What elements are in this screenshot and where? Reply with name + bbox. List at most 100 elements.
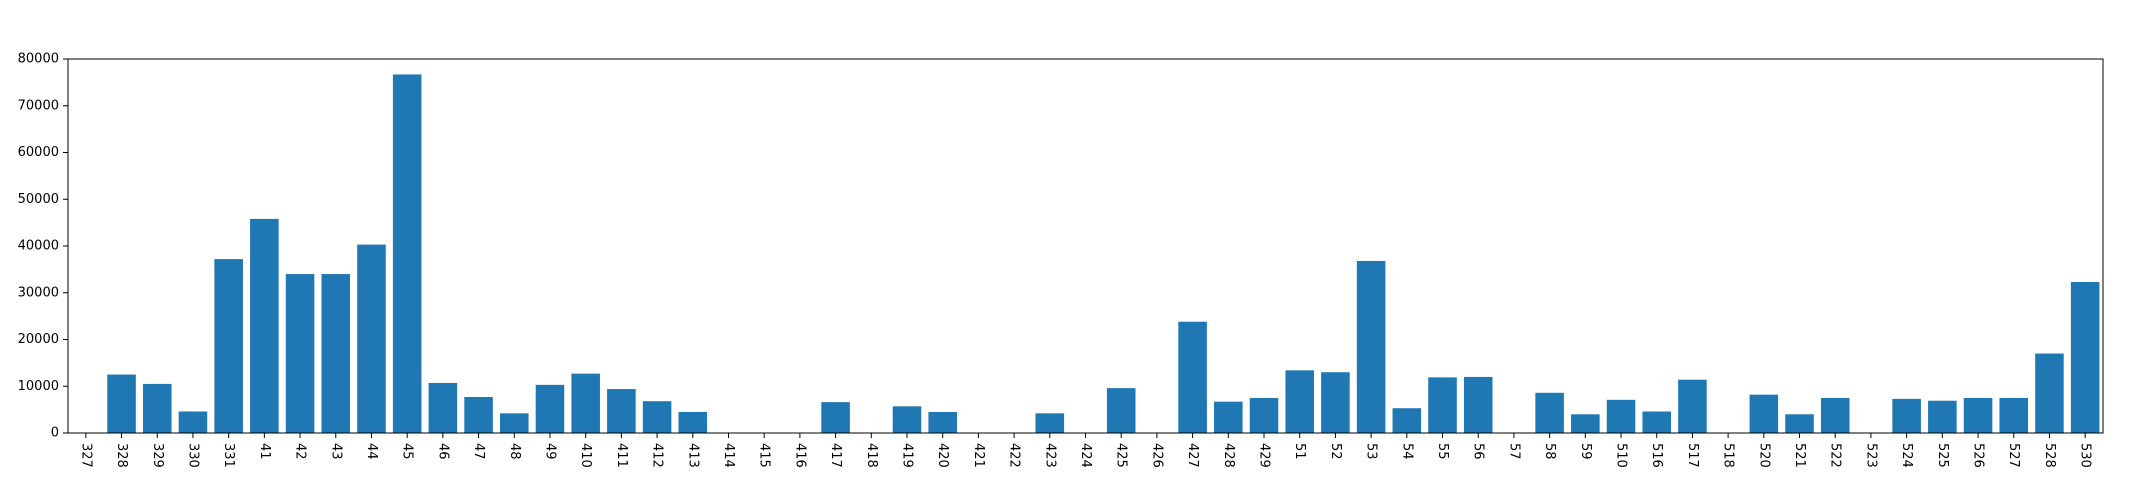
x-tick-label: 52 bbox=[1328, 443, 1343, 460]
y-tick-label: 50000 bbox=[18, 192, 59, 207]
x-tick-label: 518 bbox=[1721, 443, 1736, 468]
bar-51 bbox=[1285, 370, 1314, 433]
x-tick-label: 523 bbox=[1863, 443, 1878, 468]
bar-45 bbox=[392, 74, 422, 434]
x-tick-label: 426 bbox=[1149, 443, 1164, 468]
bar-41 bbox=[250, 218, 279, 433]
bar-516 bbox=[1642, 411, 1672, 433]
bar-53 bbox=[1356, 260, 1386, 433]
bar-54 bbox=[1392, 408, 1422, 433]
y-tick-label: 0 bbox=[51, 426, 59, 441]
bar-524 bbox=[1892, 398, 1921, 433]
x-tick-label: 528 bbox=[2042, 443, 2057, 468]
x-tick-label: 331 bbox=[221, 443, 236, 468]
bar-428 bbox=[1214, 401, 1243, 433]
x-tick-label: 413 bbox=[685, 443, 700, 468]
bar-58 bbox=[1535, 392, 1564, 433]
bar-413 bbox=[678, 411, 708, 433]
bar-417 bbox=[821, 402, 850, 433]
x-tick-label: 43 bbox=[328, 443, 343, 460]
bar-412 bbox=[642, 401, 672, 433]
x-tick-label: 58 bbox=[1542, 443, 1557, 460]
x-tick-label: 428 bbox=[1221, 443, 1236, 468]
x-tick-label: 51 bbox=[1292, 443, 1307, 460]
bar-331 bbox=[214, 259, 243, 433]
x-tick-label: 422 bbox=[1007, 443, 1022, 468]
x-tick-label: 526 bbox=[1971, 443, 1986, 468]
y-tick-label: 40000 bbox=[18, 239, 59, 254]
bar-48 bbox=[499, 413, 529, 433]
y-tick-label: 10000 bbox=[18, 379, 59, 394]
x-tick-label: 55 bbox=[1435, 443, 1450, 460]
bar-526 bbox=[1963, 397, 1993, 433]
x-tick-label: 521 bbox=[1792, 443, 1807, 468]
x-tick-label: 417 bbox=[828, 443, 843, 468]
x-tick-label: 421 bbox=[971, 443, 986, 468]
y-tick-label: 60000 bbox=[18, 145, 59, 160]
bar-528 bbox=[2035, 353, 2064, 433]
y-tick-label: 30000 bbox=[18, 285, 59, 300]
bar-59 bbox=[1571, 414, 1600, 433]
x-tick-label: 425 bbox=[1114, 443, 1129, 468]
x-tick-label: 411 bbox=[614, 443, 629, 468]
bar-410 bbox=[571, 373, 600, 433]
y-axis: 0 10000 20000 30000 40000 50000 60000 70000 8000… bbox=[18, 52, 68, 441]
y-tick-label: 70000 bbox=[18, 98, 59, 113]
bar-425 bbox=[1106, 388, 1136, 433]
bar-46 bbox=[428, 382, 458, 433]
bar-527 bbox=[1999, 397, 2029, 433]
x-tick-label: 410 bbox=[578, 443, 593, 468]
bar-47 bbox=[464, 397, 493, 433]
x-tick-label: 525 bbox=[1935, 443, 1950, 468]
bar-521 bbox=[1785, 414, 1814, 433]
x-tick-label: 517 bbox=[1685, 443, 1700, 468]
x-tick-label: 327 bbox=[78, 443, 93, 468]
x-tick-label: 527 bbox=[2006, 443, 2021, 468]
bar-329 bbox=[142, 383, 172, 433]
y-tick-label: 80000 bbox=[18, 52, 59, 67]
x-tick-label: 412 bbox=[650, 443, 665, 468]
x-tick-label: 510 bbox=[1614, 443, 1629, 468]
x-tick-label: 414 bbox=[721, 443, 736, 468]
x-tick-label: 329 bbox=[150, 443, 165, 468]
x-tick-label: 45 bbox=[400, 443, 415, 460]
x-tick-label: 59 bbox=[1578, 443, 1593, 460]
x-axis: 327 328 329 330 331 41 42 43 44 45 46 47 48 49 410 411 4… bbox=[78, 433, 2093, 468]
x-tick-label: 427 bbox=[1185, 443, 1200, 468]
bar-330 bbox=[178, 411, 208, 433]
x-tick-label: 53 bbox=[1364, 443, 1379, 460]
bar-525 bbox=[1928, 400, 1957, 433]
x-tick-label: 415 bbox=[757, 443, 772, 468]
bar-328 bbox=[107, 374, 136, 433]
bar-510 bbox=[1606, 399, 1636, 433]
x-tick-label: 416 bbox=[792, 443, 807, 468]
x-tick-label: 424 bbox=[1078, 443, 1093, 468]
x-tick-label: 42 bbox=[293, 443, 308, 460]
x-tick-label: 419 bbox=[899, 443, 914, 468]
x-tick-label: 423 bbox=[1042, 443, 1057, 468]
x-tick-label: 49 bbox=[542, 443, 557, 460]
bar-49 bbox=[535, 384, 565, 433]
x-tick-label: 418 bbox=[864, 443, 879, 468]
x-tick-label: 44 bbox=[364, 443, 379, 460]
bar-520 bbox=[1749, 394, 1779, 433]
bar-56 bbox=[1463, 376, 1493, 433]
bar-42 bbox=[285, 274, 315, 433]
bar-423 bbox=[1035, 413, 1065, 433]
x-tick-label: 429 bbox=[1257, 443, 1272, 468]
plot-frame bbox=[67, 58, 2104, 434]
bar-427 bbox=[1178, 321, 1207, 433]
bar-55 bbox=[1428, 377, 1457, 433]
bar-52 bbox=[1321, 372, 1350, 433]
y-tick-label: 20000 bbox=[18, 332, 59, 347]
x-tick-label: 57 bbox=[1506, 443, 1521, 460]
x-tick-label: 330 bbox=[185, 443, 200, 468]
x-tick-label: 48 bbox=[507, 443, 522, 460]
x-tick-label: 328 bbox=[114, 443, 129, 468]
x-tick-label: 56 bbox=[1471, 443, 1486, 460]
x-tick-label: 54 bbox=[1399, 443, 1414, 460]
x-tick-label: 46 bbox=[435, 443, 450, 460]
bar-44 bbox=[357, 244, 386, 433]
x-tick-label: 522 bbox=[1828, 443, 1843, 468]
